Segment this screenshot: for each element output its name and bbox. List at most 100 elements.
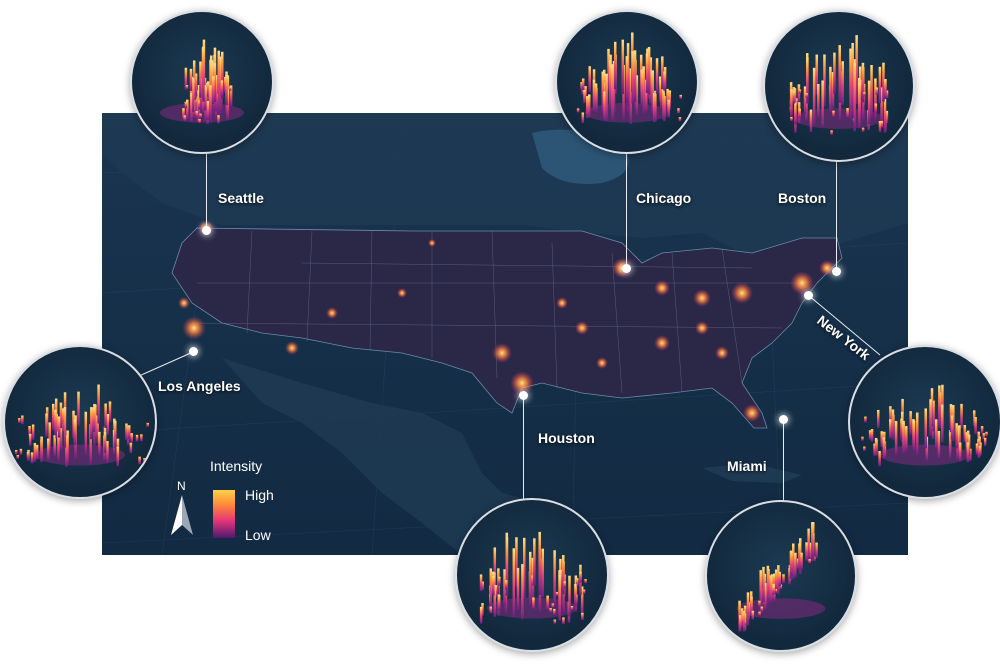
intensity-spike: [14, 449, 18, 454]
los-angeles-pin[interactable]: [189, 347, 198, 356]
intensity-spike: [838, 45, 841, 103]
inset-miami[interactable]: [705, 500, 857, 652]
intensity-spike: [135, 434, 139, 442]
intensity-spike: [498, 576, 501, 586]
intensity-spike: [924, 408, 927, 449]
houston-pin[interactable]: [519, 391, 528, 400]
intensity-spike: [633, 50, 637, 103]
intensity-spike: [583, 89, 586, 104]
intensity-spike: [588, 66, 591, 93]
intensity-spike: [742, 610, 746, 632]
intensity-spike: [127, 425, 131, 439]
intensity-spike: [770, 574, 774, 600]
intensity-spike: [880, 120, 884, 128]
chicago-callout-line: [626, 150, 627, 265]
intensity-spike: [581, 78, 585, 90]
intensity-spike: [489, 606, 493, 614]
inset-houston[interactable]: [455, 498, 609, 652]
intensity-spike: [19, 448, 23, 455]
intensity-spike: [26, 451, 30, 460]
intensity-spike: [570, 605, 574, 610]
intensity-spike: [492, 575, 495, 596]
intensity-spike: [751, 610, 755, 620]
intensity-spike: [553, 550, 556, 606]
intensity-spike: [829, 66, 832, 113]
intensity-spike: [812, 67, 816, 125]
intensity-spike: [202, 91, 205, 113]
intensity-spike: [874, 78, 877, 120]
seattle-pin[interactable]: [202, 226, 211, 235]
intensity-spike: [53, 435, 56, 457]
intensity-spike: [493, 584, 497, 617]
intensity-spike: [777, 565, 780, 595]
inset-chicago[interactable]: [555, 10, 699, 154]
intensity-spike: [889, 406, 892, 427]
north-arrow-icon: [171, 495, 193, 535]
intensity-spike: [205, 82, 209, 97]
intensity-spike: [184, 101, 188, 109]
inset-seattle[interactable]: [130, 10, 274, 154]
intensity-spike: [808, 559, 811, 564]
inset-new-york[interactable]: [848, 345, 1000, 499]
intensity-spike: [977, 439, 980, 450]
intensity-spike: [846, 108, 849, 118]
intensity-spike: [538, 531, 541, 595]
intensity-spike: [958, 442, 962, 462]
intensity-spike: [584, 579, 587, 584]
intensity-spike: [640, 69, 644, 107]
intensity-spike: [574, 583, 577, 606]
north-label: N: [177, 479, 186, 493]
intensity-spike: [790, 550, 793, 576]
intensity-spike: [645, 79, 648, 113]
intensity-spike: [635, 75, 639, 116]
intensity-spike: [878, 121, 882, 133]
miami-pin[interactable]: [779, 415, 788, 424]
intensity-spike: [798, 543, 801, 571]
intensity-spike: [821, 80, 824, 127]
intensity-spike: [546, 595, 549, 611]
intensity-spike: [194, 73, 198, 97]
intensity-spike: [667, 99, 671, 118]
intensity-spike: [875, 439, 878, 456]
intensity-spike: [532, 597, 535, 610]
intensity-spike: [794, 552, 797, 578]
new-york-pin[interactable]: [804, 291, 813, 300]
chicago-pin[interactable]: [622, 264, 631, 273]
city-label-miami: Miami: [727, 458, 767, 474]
intensity-spike: [202, 46, 205, 102]
intensity-spike: [982, 432, 985, 440]
intensity-spike: [625, 56, 629, 103]
intensity-spike: [522, 537, 526, 599]
intensity-spike: [199, 113, 202, 118]
intensity-spike: [189, 68, 193, 91]
intensity-spike: [868, 430, 872, 440]
intensity-spike: [40, 436, 43, 463]
intensity-spike: [28, 426, 31, 436]
intensity-spike: [580, 82, 583, 90]
intensity-spike: [764, 583, 767, 610]
intensity-spike: [57, 431, 60, 461]
intensity-spike: [182, 108, 185, 120]
intensity-spike: [631, 51, 634, 104]
intensity-spike: [930, 388, 934, 427]
inset-boston[interactable]: [763, 10, 915, 162]
intensity-spike: [59, 423, 63, 451]
us-map: [102, 113, 908, 555]
canada-landmass: [102, 113, 908, 263]
intensity-spike: [978, 446, 982, 457]
intensity-legend: N Intensity High Low: [165, 455, 295, 550]
intensity-spike: [613, 41, 617, 90]
intensity-spike: [746, 592, 750, 626]
intensity-spike: [183, 115, 186, 122]
intensity-spike: [849, 48, 852, 120]
intensity-spike: [772, 585, 775, 595]
inset-los-angeles[interactable]: [3, 345, 157, 499]
intensity-spike: [790, 89, 793, 118]
intensity-spike: [766, 565, 770, 603]
intensity-spike: [823, 54, 826, 107]
intensity-spike: [213, 63, 217, 103]
boston-pin[interactable]: [832, 267, 841, 276]
intensity-spike: [882, 62, 885, 102]
intensity-spike: [851, 42, 854, 116]
